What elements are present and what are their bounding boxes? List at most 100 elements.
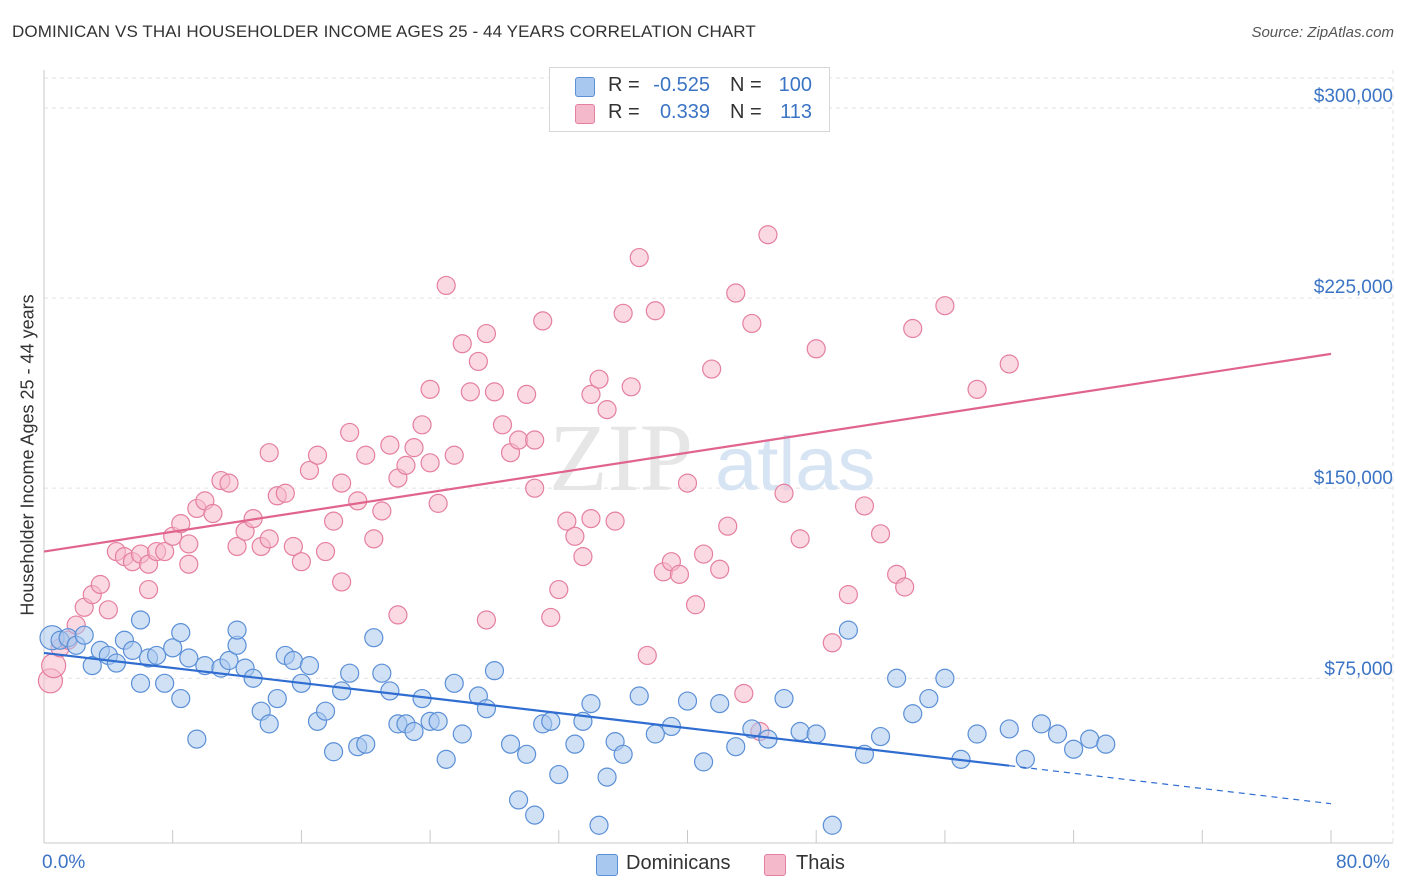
thai-point	[155, 541, 175, 562]
dominican-point	[1047, 724, 1068, 744]
thai-point	[967, 379, 987, 399]
thai-point	[372, 501, 392, 521]
dominican-point	[742, 719, 762, 739]
thai-point	[307, 445, 328, 465]
dominican-point	[806, 724, 826, 744]
dominican-point	[710, 694, 730, 714]
watermark-zip: ZIP	[549, 404, 693, 511]
thai-point	[806, 339, 826, 359]
dominican-point	[130, 610, 151, 630]
thai-point	[589, 369, 609, 389]
dominican-point	[822, 815, 842, 835]
thai-point	[492, 415, 513, 435]
dominican-point	[74, 625, 94, 645]
dominican-point	[508, 790, 529, 810]
dominican-point	[870, 726, 891, 747]
thai-point	[838, 585, 858, 605]
legend-n-label: N =	[730, 74, 762, 96]
thai-point	[565, 526, 585, 546]
thai-point	[581, 384, 601, 405]
thai-point	[621, 377, 641, 397]
thai-point	[380, 435, 400, 455]
thai-point	[710, 559, 730, 579]
dominican-point	[452, 724, 472, 744]
dominican-point	[364, 628, 384, 648]
thai-point	[597, 400, 617, 420]
dominican-point	[887, 668, 907, 688]
thai-point	[508, 430, 529, 450]
thai-point	[444, 445, 464, 465]
thai-point	[283, 536, 303, 557]
thai-point	[718, 516, 738, 536]
watermark-atlas: atlas	[715, 422, 876, 507]
dominican-point	[517, 744, 537, 764]
dominican-point	[315, 701, 336, 721]
dominican-point	[187, 729, 207, 749]
thai-point	[340, 422, 360, 443]
thai-point	[854, 496, 875, 516]
thai-point	[227, 536, 247, 557]
y-axis-label: Householder Income Ages 25 - 44 years	[17, 294, 38, 616]
dominican-point	[130, 673, 151, 693]
x-tick-label-max: 80.0%	[1336, 852, 1390, 873]
thai-point	[275, 483, 295, 503]
dominican-point	[838, 620, 858, 640]
dominican-point	[267, 688, 287, 709]
thai-trend-line	[43, 352, 1332, 553]
dominican-point	[428, 711, 448, 731]
legend-swatch-thais	[575, 104, 595, 124]
thai-point	[581, 508, 601, 529]
thai-point	[468, 351, 488, 372]
source-label: Source: ZipAtlas.com	[1251, 24, 1394, 41]
thai-point	[219, 473, 239, 493]
thai-point	[388, 605, 408, 625]
thai-point	[517, 384, 537, 405]
thai-point	[476, 610, 497, 630]
thai-point	[758, 225, 778, 245]
thai-point	[452, 334, 472, 354]
thai-point	[549, 579, 569, 600]
thai-points	[37, 225, 1019, 742]
legend-swatch-dominicans	[575, 77, 595, 97]
dominican-point	[444, 673, 464, 693]
y-tick-label: $300,000	[1313, 86, 1393, 107]
thai-point	[171, 514, 191, 534]
thai-point	[323, 511, 344, 531]
thai-point	[259, 529, 279, 549]
dominican-point	[259, 714, 279, 734]
legend-n-value: 113	[780, 101, 812, 123]
dominican-point	[967, 724, 987, 744]
y-tick-label: $225,000	[1313, 277, 1393, 298]
thai-point	[420, 379, 440, 399]
dominican-point	[565, 734, 585, 754]
dominican-point	[283, 650, 303, 671]
dominican-point	[171, 688, 191, 709]
thai-point	[669, 564, 690, 584]
thai-point	[935, 296, 955, 316]
dominican-trend-line	[43, 651, 1010, 767]
legend-label-dominicans: Dominicans	[626, 852, 731, 874]
x-tick-label-min: 0.0%	[42, 852, 86, 873]
dominican-point	[299, 655, 320, 676]
thai-point	[299, 460, 320, 481]
dominican-point	[629, 686, 649, 706]
thai-point	[726, 283, 746, 303]
trend-lines	[43, 352, 1332, 805]
y-tick-label: $150,000	[1313, 468, 1393, 489]
thai-point	[637, 645, 657, 666]
legend-r-label: R =	[608, 101, 640, 123]
dominican-point	[500, 734, 521, 754]
dominican-point	[155, 673, 175, 693]
dominican-point	[919, 688, 939, 709]
legend-r-value: 0.339	[659, 101, 710, 123]
dominican-point	[589, 815, 609, 835]
dominican-point	[935, 668, 955, 688]
dominican-point	[903, 704, 923, 724]
dominican-point	[179, 648, 199, 668]
thai-point	[525, 430, 545, 450]
thai-point	[999, 354, 1019, 374]
legend-n-value: 100	[778, 74, 812, 96]
thai-point	[332, 572, 352, 592]
axes	[43, 70, 1393, 844]
dominican-point	[356, 734, 376, 754]
